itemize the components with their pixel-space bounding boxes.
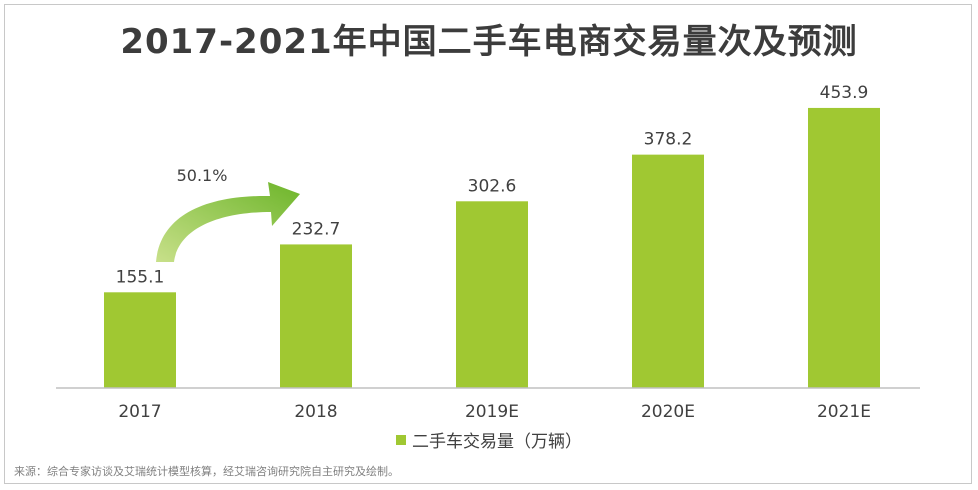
- x-tick-label-2020E: 2020E: [641, 402, 695, 422]
- x-tick-label-2017: 2017: [118, 402, 161, 422]
- chart-title: 2017-2021年中国二手车电商交易量次及预测: [120, 22, 858, 62]
- bar-2018: [280, 244, 352, 388]
- x-tick-label-2019E: 2019E: [465, 402, 519, 422]
- bars-layer: 155.1 2017 232.7 2018 302.6 2019E 378.2 2020E 45…: [104, 83, 880, 422]
- data-label-2021E: 453.9: [820, 83, 869, 103]
- bar-2020E: [632, 154, 704, 388]
- x-tick-label-2018: 2018: [294, 402, 337, 422]
- legend-label: 二手车交易量（万辆）: [412, 432, 582, 452]
- x-tick-label-2021E: 2021E: [817, 402, 871, 422]
- bar-2019E: [456, 201, 528, 388]
- legend: 二手车交易量（万辆）: [0, 427, 978, 452]
- source-note: 来源：综合专家访谈及艾瑞统计模型核算，经艾瑞咨询研究院自主研究及绘制。: [14, 465, 399, 478]
- legend-swatch: [396, 434, 406, 445]
- data-label-2018: 232.7: [292, 219, 341, 239]
- growth-rate-label: 50.1%: [177, 166, 228, 185]
- growth-annotation: 50.1%: [156, 166, 300, 262]
- data-label-2020E: 378.2: [644, 130, 693, 150]
- growth-arrow-icon: [156, 182, 300, 262]
- bar-2021E: [808, 107, 880, 388]
- data-label-2017: 155.1: [116, 267, 165, 287]
- bar-2017: [104, 292, 176, 388]
- data-label-2019E: 302.6: [468, 176, 517, 196]
